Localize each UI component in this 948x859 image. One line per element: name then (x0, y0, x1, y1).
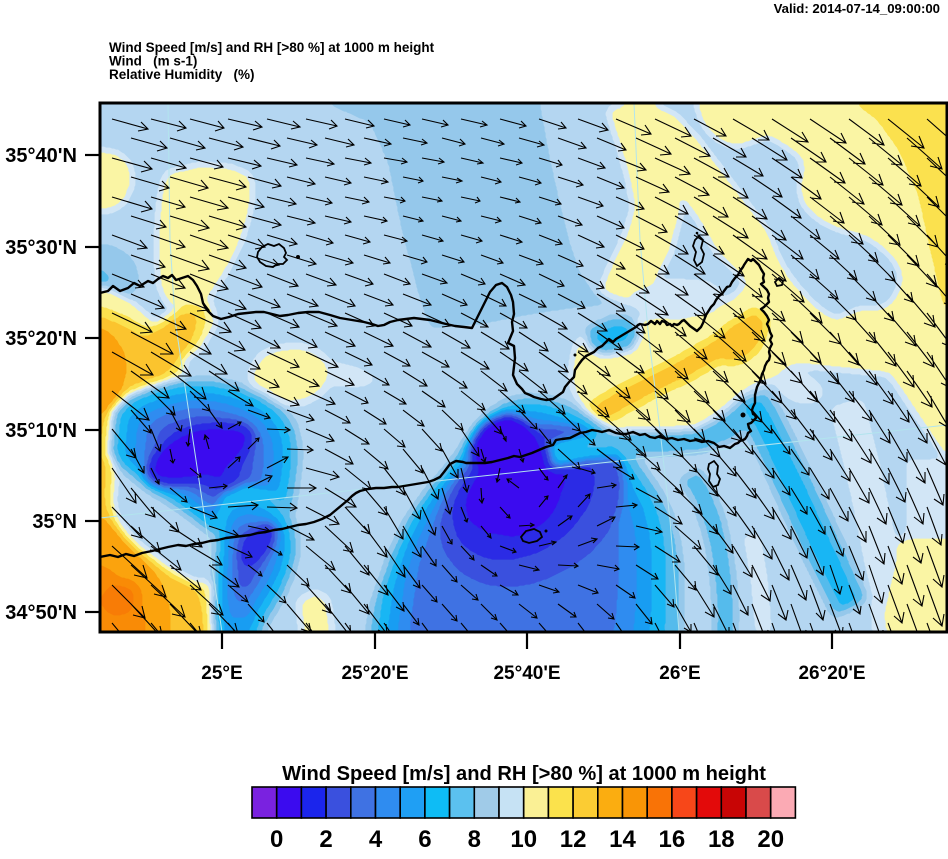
svg-text:4: 4 (369, 826, 383, 853)
svg-text:14: 14 (609, 826, 636, 853)
svg-text:26°E: 26°E (659, 663, 700, 684)
svg-text:16: 16 (659, 826, 686, 853)
svg-text:35°30'N: 35°30'N (5, 237, 77, 259)
svg-text:Wind Speed [m/s] and RH [>80 %: Wind Speed [m/s] and RH [>80 %] at 1000 … (109, 40, 435, 55)
svg-text:8: 8 (468, 826, 481, 853)
svg-text:Valid: 2014-07-14_09:00:00: Valid: 2014-07-14_09:00:00 (774, 1, 940, 16)
svg-text:35°10'N: 35°10'N (5, 420, 77, 442)
svg-text:35°N: 35°N (32, 511, 77, 533)
svg-text:35°40'N: 35°40'N (5, 145, 77, 167)
svg-text:2: 2 (319, 826, 332, 853)
svg-text:Wind (m s-1): Wind (m s-1) (109, 54, 197, 69)
svg-text:20: 20 (757, 826, 784, 853)
svg-text:Relative Humidity (%): Relative Humidity (%) (109, 67, 255, 82)
svg-text:35°20'N: 35°20'N (5, 328, 77, 350)
svg-text:10: 10 (510, 826, 537, 853)
svg-text:34°50'N: 34°50'N (5, 602, 77, 624)
svg-text:18: 18 (708, 826, 735, 853)
svg-text:12: 12 (560, 826, 587, 853)
svg-text:25°40'E: 25°40'E (493, 663, 560, 684)
svg-text:6: 6 (418, 826, 431, 853)
svg-text:0: 0 (270, 826, 283, 853)
svg-text:26°20'E: 26°20'E (798, 663, 865, 684)
svg-text:Wind Speed [m/s] and RH [>80 %: Wind Speed [m/s] and RH [>80 %] at 1000 … (282, 763, 766, 785)
svg-text:25°E: 25°E (201, 663, 242, 684)
svg-text:25°20'E: 25°20'E (341, 663, 408, 684)
